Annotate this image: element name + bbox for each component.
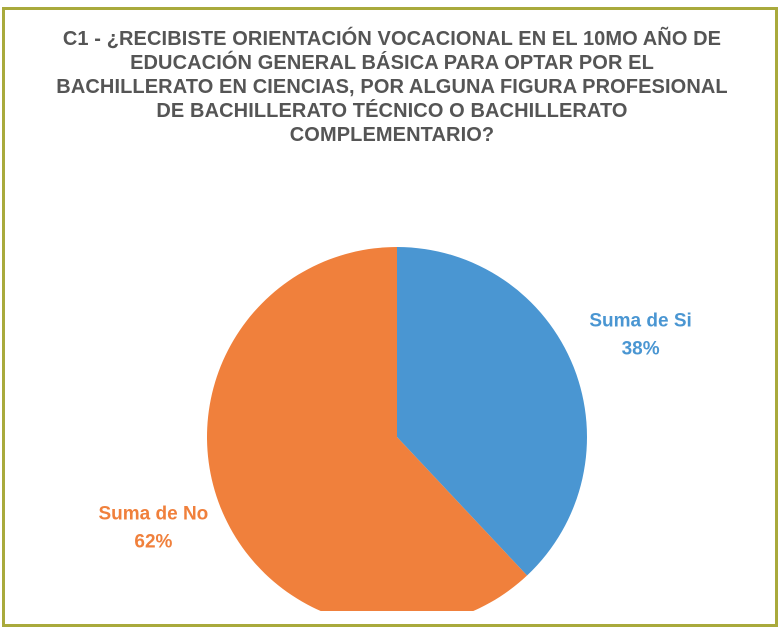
pie-slice: [397, 247, 588, 576]
chart-title: C1 - ¿RECIBISTE ORIENTACIÓN VOCACIONAL E…: [56, 28, 728, 146]
pie-slice: [207, 247, 528, 611]
chart: Suma de Si 38% Suma de No 62%: [98, 247, 692, 611]
page: {"chart_data": {"type": "pie", "title": …: [2, 7, 778, 627]
slice-value-label: 62%: [134, 531, 172, 552]
slice-category-label: Suma de No: [98, 503, 208, 524]
slice-value-label: 38%: [622, 338, 660, 359]
slice-category-label: Suma de Si: [589, 310, 691, 331]
